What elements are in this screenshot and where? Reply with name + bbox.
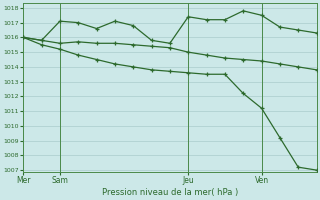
X-axis label: Pression niveau de la mer( hPa ): Pression niveau de la mer( hPa ) — [102, 188, 238, 197]
